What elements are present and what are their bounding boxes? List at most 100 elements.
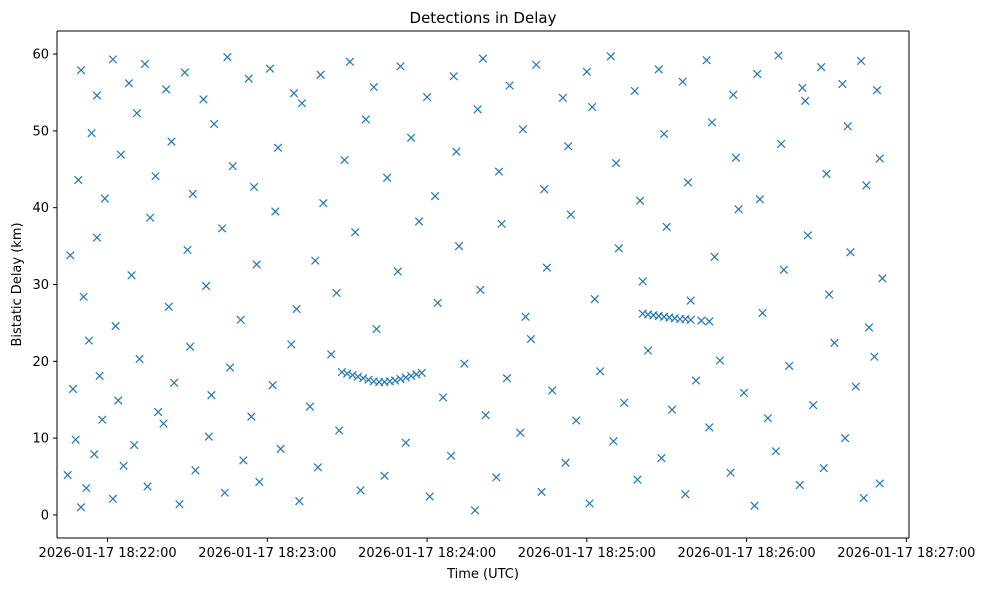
scatter-point-163 (124, 79, 134, 88)
scatter-point-12 (191, 466, 200, 475)
scatter-point-7 (119, 461, 128, 471)
scatter-point-23 (401, 438, 411, 447)
scatter-point-98 (393, 267, 403, 276)
scatter-point-152 (731, 153, 741, 162)
scatter-point-177 (449, 72, 458, 81)
scatter-point-94 (311, 256, 320, 265)
scatter-point-106 (566, 210, 576, 219)
scatter-point-16 (255, 477, 264, 487)
scatter-point-110 (662, 222, 671, 232)
scatter-point-189 (753, 69, 762, 79)
scatter-point-100 (433, 298, 442, 308)
scatter-point-178 (478, 54, 488, 63)
scatter-point-146 (587, 102, 597, 112)
scatter-point-184 (630, 86, 639, 96)
axes-layer: 0 10 20 30 40 50 60 2026-01-17 18:22:00 2026-01-… (32, 30, 975, 561)
scatter-point-172 (316, 70, 325, 80)
scatter-point-164 (140, 59, 150, 69)
scatter-point-67 (595, 367, 605, 376)
scatter-point-129 (209, 119, 219, 129)
scatter-point-130 (228, 161, 237, 171)
scatter-point-191 (798, 83, 807, 93)
scatter-point-182 (582, 67, 592, 76)
scatter-point-188 (729, 90, 738, 99)
scatter-point-112 (710, 252, 719, 262)
scatter-point-185 (654, 65, 663, 74)
scatter-point-136 (361, 115, 371, 124)
scatter-point-21 (356, 486, 365, 495)
scatter-point-80 (66, 251, 75, 260)
scatter-point-78 (851, 382, 860, 391)
scatter-point-65 (548, 386, 557, 395)
track-1-point-9 (686, 315, 695, 325)
scatter-point-5 (98, 415, 107, 424)
scatter-point-179 (505, 81, 514, 90)
scatter-point-10 (159, 419, 168, 428)
scatter-point-155 (800, 96, 810, 106)
scatter-point-140 (452, 147, 461, 156)
track-0-point-13 (406, 371, 416, 381)
scatter-point-1 (71, 435, 80, 444)
scatter-point-68 (619, 398, 629, 408)
scatter-point-126 (151, 171, 160, 181)
scatter-point-114 (758, 308, 767, 318)
track-0-point-3 (353, 372, 363, 381)
x-tick-label-1: 2026-01-17 18:23:00 (198, 546, 336, 561)
scatter-point-135 (340, 155, 349, 165)
track-0-point-1 (342, 369, 352, 378)
y-tick-label-3: 30 (32, 278, 49, 293)
scatter-point-82 (92, 233, 102, 242)
scatter-point-28 (516, 428, 525, 437)
scatter-point-55 (247, 412, 256, 421)
track-0-point-5 (364, 375, 373, 384)
scatter-point-2 (76, 503, 86, 512)
scatter-point-102 (476, 285, 485, 295)
scatter-point-9 (143, 482, 152, 491)
scatter-point-64 (526, 334, 536, 344)
scatter-point-187 (702, 55, 711, 65)
scatter-point-79 (870, 352, 879, 361)
y-tick-label-6: 60 (32, 48, 49, 63)
scatter-point-25 (446, 451, 456, 461)
x-tick-label-4: 2026-01-17 18:26:00 (678, 546, 816, 561)
y-tick-label-2: 20 (32, 355, 49, 370)
scatter-point-75 (784, 361, 794, 371)
marks-layer (63, 51, 887, 515)
scatter-point-48 (114, 396, 123, 405)
scatter-point-19 (313, 463, 323, 472)
scatter-point-90 (236, 315, 245, 325)
scatter-point-49 (135, 354, 144, 364)
scatter-point-166 (180, 68, 190, 77)
scatter-point-107 (590, 294, 600, 304)
scatter-point-134 (319, 198, 328, 208)
scatter-point-192 (816, 62, 826, 72)
scatter-point-156 (822, 169, 831, 179)
scatter-point-27 (492, 473, 501, 482)
scatter-point-81 (79, 292, 88, 302)
scatter-point-50 (153, 407, 163, 417)
scatter-point-186 (678, 77, 687, 86)
scatter-point-52 (185, 342, 195, 351)
scatter-point-181 (558, 93, 568, 103)
scatter-point-8 (129, 440, 139, 450)
y-tick-label-5: 50 (32, 124, 49, 139)
scatter-point-123 (100, 194, 110, 203)
scatter-point-31 (585, 499, 594, 508)
scatter-point-46 (84, 336, 94, 345)
x-tick-label-2: 2026-01-17 18:24:00 (358, 546, 496, 561)
scatter-point-128 (188, 189, 198, 199)
scatter-point-61 (460, 359, 469, 368)
scatter-point-42 (840, 433, 850, 443)
scatter-point-63 (502, 373, 512, 383)
scatter-point-132 (273, 143, 283, 152)
plot-background (57, 31, 909, 538)
scatter-point-147 (611, 158, 621, 168)
scatter-point-180 (532, 60, 541, 70)
scatter-point-115 (779, 265, 789, 275)
scatter-point-60 (438, 393, 448, 402)
scatter-point-76 (808, 400, 818, 410)
scatter-point-153 (755, 195, 765, 204)
scatter-point-120 (878, 274, 887, 283)
scatter-point-24 (425, 492, 434, 501)
